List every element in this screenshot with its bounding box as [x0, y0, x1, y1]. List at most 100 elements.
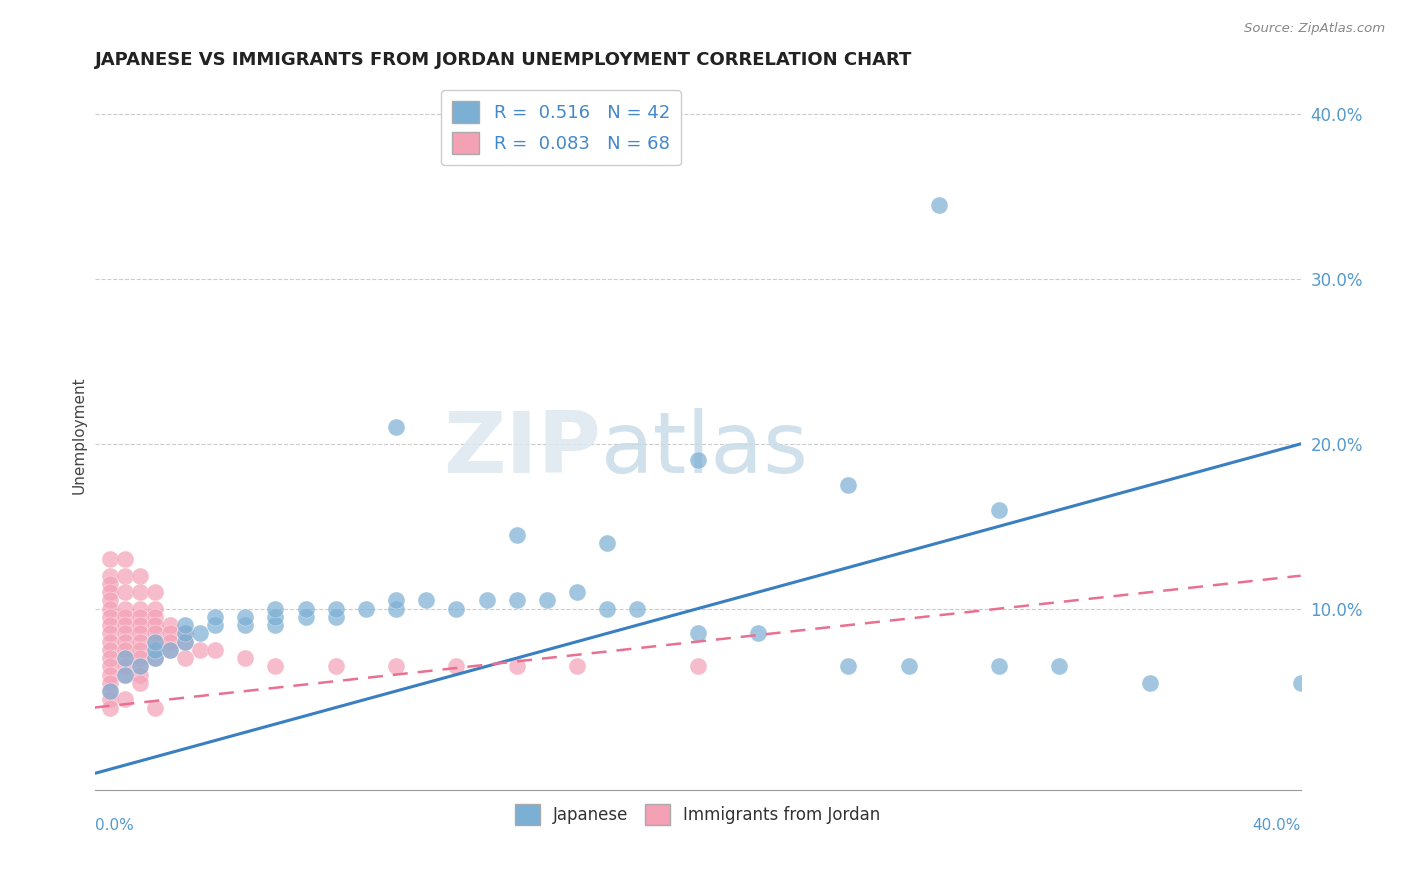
Point	[98, 651, 121, 665]
Point	[233, 651, 256, 665]
Point	[159, 643, 181, 657]
Point	[354, 601, 377, 615]
Point	[98, 634, 121, 648]
Point	[446, 659, 468, 673]
Point	[114, 585, 136, 599]
Point	[98, 568, 121, 582]
Point	[475, 593, 498, 607]
Point	[98, 593, 121, 607]
Point	[143, 643, 166, 657]
Point	[98, 601, 121, 615]
Point	[143, 651, 166, 665]
Point	[1289, 675, 1312, 690]
Point	[626, 601, 648, 615]
Point	[98, 667, 121, 681]
Point	[174, 634, 197, 648]
Point	[837, 478, 859, 492]
Point	[294, 601, 316, 615]
Point	[188, 643, 211, 657]
Point	[174, 626, 197, 640]
Point	[264, 601, 287, 615]
Point	[114, 618, 136, 632]
Point	[128, 675, 150, 690]
Point	[128, 659, 150, 673]
Point	[98, 552, 121, 566]
Point	[174, 651, 197, 665]
Point	[143, 618, 166, 632]
Point	[325, 659, 347, 673]
Legend: Japanese, Immigrants from Jordan: Japanese, Immigrants from Jordan	[508, 797, 887, 831]
Point	[98, 684, 121, 698]
Point	[596, 601, 619, 615]
Point	[128, 626, 150, 640]
Point	[128, 585, 150, 599]
Point	[174, 618, 197, 632]
Point	[98, 618, 121, 632]
Point	[446, 601, 468, 615]
Point	[188, 626, 211, 640]
Point	[837, 659, 859, 673]
Point	[1049, 659, 1071, 673]
Point	[536, 593, 558, 607]
Point	[114, 568, 136, 582]
Point	[415, 593, 437, 607]
Y-axis label: Unemployment: Unemployment	[72, 376, 86, 494]
Point	[114, 610, 136, 624]
Point	[686, 626, 709, 640]
Point	[98, 577, 121, 591]
Point	[505, 659, 527, 673]
Point	[686, 453, 709, 467]
Point	[128, 667, 150, 681]
Point	[114, 667, 136, 681]
Point	[264, 618, 287, 632]
Point	[114, 643, 136, 657]
Point	[143, 643, 166, 657]
Point	[1139, 675, 1161, 690]
Point	[143, 585, 166, 599]
Point	[505, 593, 527, 607]
Point	[565, 585, 588, 599]
Point	[114, 601, 136, 615]
Point	[747, 626, 769, 640]
Point	[98, 585, 121, 599]
Point	[897, 659, 920, 673]
Point	[98, 610, 121, 624]
Point	[143, 626, 166, 640]
Text: JAPANESE VS IMMIGRANTS FROM JORDAN UNEMPLOYMENT CORRELATION CHART: JAPANESE VS IMMIGRANTS FROM JORDAN UNEMP…	[94, 51, 912, 69]
Point	[325, 601, 347, 615]
Point	[686, 659, 709, 673]
Point	[114, 651, 136, 665]
Point	[143, 651, 166, 665]
Point	[159, 626, 181, 640]
Point	[128, 651, 150, 665]
Point	[98, 659, 121, 673]
Point	[988, 659, 1011, 673]
Point	[325, 610, 347, 624]
Point	[264, 610, 287, 624]
Point	[114, 634, 136, 648]
Point	[98, 700, 121, 714]
Point	[114, 659, 136, 673]
Point	[98, 626, 121, 640]
Point	[264, 659, 287, 673]
Point	[128, 643, 150, 657]
Point	[928, 198, 950, 212]
Point	[98, 643, 121, 657]
Point	[505, 527, 527, 541]
Point	[128, 659, 150, 673]
Point	[114, 667, 136, 681]
Point	[143, 634, 166, 648]
Point	[128, 610, 150, 624]
Point	[128, 618, 150, 632]
Point	[294, 610, 316, 624]
Point	[565, 659, 588, 673]
Point	[174, 634, 197, 648]
Point	[143, 610, 166, 624]
Point	[98, 692, 121, 706]
Point	[159, 643, 181, 657]
Point	[204, 610, 226, 624]
Point	[128, 568, 150, 582]
Point	[159, 634, 181, 648]
Point	[143, 601, 166, 615]
Text: atlas: atlas	[602, 409, 808, 491]
